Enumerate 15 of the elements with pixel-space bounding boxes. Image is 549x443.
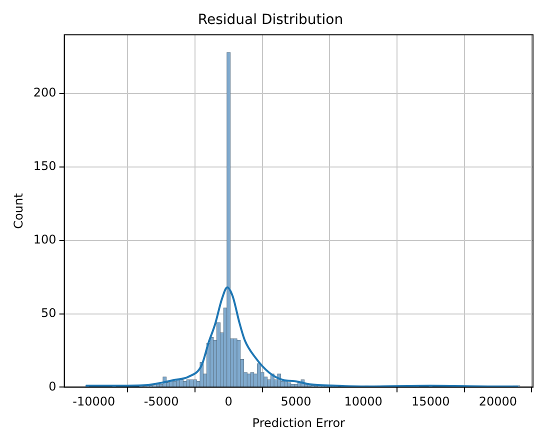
x-tick-label: 20000 xyxy=(478,394,518,409)
x-tick-label: 10000 xyxy=(344,394,382,409)
y-tick-label: 50 xyxy=(41,306,56,320)
x-axis-title: Prediction Error xyxy=(252,416,346,430)
x-tick-label: 15000 xyxy=(412,394,450,409)
y-axis-title: Count xyxy=(11,192,26,229)
y-tick-label: 200 xyxy=(33,86,56,100)
x-tick-label: 0 xyxy=(224,394,232,409)
y-tick-label: 150 xyxy=(33,159,56,174)
x-tick-label: -10000 xyxy=(72,394,116,409)
y-tick-label: 100 xyxy=(33,232,56,246)
x-tick-label: -5000 xyxy=(144,394,179,409)
y-tick-label: 0 xyxy=(48,379,56,394)
chart-title: Residual Distribution xyxy=(198,12,344,28)
x-tick-label: 5000 xyxy=(280,394,312,409)
